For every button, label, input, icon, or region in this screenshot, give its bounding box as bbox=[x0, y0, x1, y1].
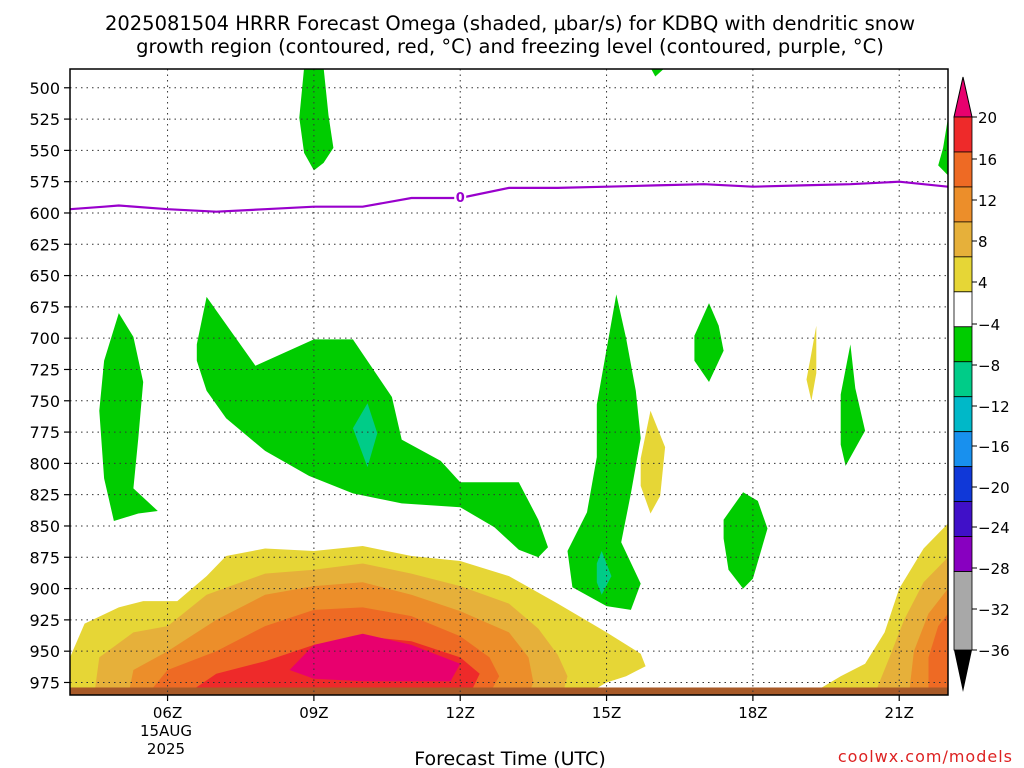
downward-region-19z bbox=[806, 325, 817, 401]
x-axis-ticks: 06Z 09Z 12Z 15Z 18Z 21Z bbox=[153, 695, 914, 722]
y-tick-label: 675 bbox=[29, 298, 60, 317]
y-tick-label: 625 bbox=[29, 235, 60, 254]
y-axis-ticks: 500 525 550 575 600 625 650 675 700 725 750 775 800 8… bbox=[29, 79, 70, 692]
ground-band bbox=[70, 687, 948, 695]
colorbar-box bbox=[953, 326, 973, 363]
colorbar-label: −8 bbox=[978, 357, 1000, 375]
y-tick-label: 950 bbox=[29, 642, 60, 661]
colorbar: 20 16 12 8 4 −4 −8 −12 −16 −20 −24 −28 −32 −36 bbox=[953, 76, 1010, 692]
colorbar-box bbox=[953, 256, 973, 293]
colorbar-box bbox=[953, 466, 973, 503]
x-tick-label: 06Z bbox=[153, 704, 182, 722]
x-tick-label: 18Z bbox=[738, 704, 767, 722]
omega-shading bbox=[70, 69, 948, 695]
colorbar-box bbox=[953, 431, 973, 468]
y-tick-label: 850 bbox=[29, 517, 60, 536]
plot-grid bbox=[70, 69, 948, 695]
left-upward-region bbox=[99, 313, 158, 521]
title-line-1: 2025081504 HRRR Forecast Omega (shaded, … bbox=[105, 12, 915, 35]
y-tick-label: 550 bbox=[29, 141, 60, 160]
x-tick-label: 15Z bbox=[592, 704, 621, 722]
colorbar-top-arrow bbox=[953, 76, 973, 118]
colorbar-label: −16 bbox=[978, 438, 1010, 456]
plot-frame bbox=[69, 68, 949, 696]
y-tick-label: 575 bbox=[29, 173, 60, 192]
y-tick-label: 800 bbox=[29, 454, 60, 473]
y-tick-label: 975 bbox=[29, 673, 60, 692]
colorbar-box bbox=[953, 221, 973, 258]
y-tick-label: 750 bbox=[29, 392, 60, 411]
x-tick-label: 12Z bbox=[446, 704, 475, 722]
upward-region-20z bbox=[840, 344, 866, 466]
upward-region-15z bbox=[567, 294, 641, 610]
y-tick-label: 900 bbox=[29, 580, 60, 599]
colorbar-label: −36 bbox=[978, 642, 1010, 660]
low-level-downward-20-max bbox=[289, 633, 461, 682]
colorbar-label: −24 bbox=[978, 519, 1010, 537]
y-tick-label: 525 bbox=[29, 110, 60, 129]
x-tick-label: 21Z bbox=[885, 704, 914, 722]
upward-region-top-16z bbox=[651, 69, 664, 77]
date-label-year: 2025 bbox=[147, 740, 185, 758]
colorbar-box bbox=[953, 571, 973, 651]
upper-upward-region bbox=[299, 69, 334, 171]
upward-region-18z bbox=[723, 492, 768, 589]
colorbar-label: −4 bbox=[978, 316, 1000, 334]
colorbar-box bbox=[953, 536, 973, 572]
colorbar-label: −20 bbox=[978, 479, 1010, 497]
y-tick-label: 725 bbox=[29, 360, 60, 379]
freezing-level-layer: 0 bbox=[70, 180, 948, 213]
colorbar-box bbox=[953, 116, 973, 153]
right-edge-upward-region bbox=[938, 117, 948, 176]
colorbar-bottom-arrow bbox=[954, 650, 972, 692]
downward-region-16z bbox=[640, 410, 666, 514]
upward-cyan-core-15z bbox=[596, 551, 612, 595]
colorbar-box bbox=[953, 291, 973, 328]
x-tick-label: 09Z bbox=[299, 704, 328, 722]
y-tick-label: 600 bbox=[29, 204, 60, 223]
colorbar-label: −28 bbox=[978, 560, 1010, 578]
colorbar-box bbox=[953, 151, 973, 188]
freezing-level-label-bg bbox=[454, 189, 467, 204]
colorbar-label: 12 bbox=[978, 192, 997, 210]
colorbar-box bbox=[953, 396, 973, 433]
y-tick-label: 875 bbox=[29, 548, 60, 567]
colorbar-label: −32 bbox=[978, 601, 1010, 619]
colorbar-label: 16 bbox=[978, 151, 997, 169]
y-tick-label: 925 bbox=[29, 611, 60, 630]
y-tick-label: 700 bbox=[29, 329, 60, 348]
freezing-level-line bbox=[70, 180, 948, 213]
downward-right-edge-16 bbox=[928, 613, 948, 694]
chart-title: 2025081504 HRRR Forecast Omega (shaded, … bbox=[105, 12, 915, 58]
y-tick-label: 650 bbox=[29, 267, 60, 286]
colorbar-box bbox=[953, 501, 973, 537]
y-tick-label: 500 bbox=[29, 79, 60, 98]
colorbar-label: 4 bbox=[978, 274, 988, 292]
upward-region-17z bbox=[694, 303, 724, 382]
y-tick-label: 825 bbox=[29, 486, 60, 505]
colorbar-box bbox=[953, 361, 973, 398]
colorbar-box bbox=[953, 186, 973, 223]
upward-cyan-core-10z bbox=[352, 403, 378, 468]
freezing-level-label: 0 bbox=[456, 191, 465, 206]
title-line-2: growth region (contoured, red, °C) and f… bbox=[136, 35, 884, 58]
y-tick-label: 775 bbox=[29, 423, 60, 442]
colorbar-label: −12 bbox=[978, 398, 1010, 416]
x-axis-label: Forecast Time (UTC) bbox=[414, 748, 605, 768]
colorbar-label: 20 bbox=[978, 109, 997, 127]
colorbar-label: 8 bbox=[978, 233, 988, 251]
date-label-day: 15AUG bbox=[140, 722, 192, 740]
watermark: coolwx.com/models bbox=[838, 747, 1013, 766]
